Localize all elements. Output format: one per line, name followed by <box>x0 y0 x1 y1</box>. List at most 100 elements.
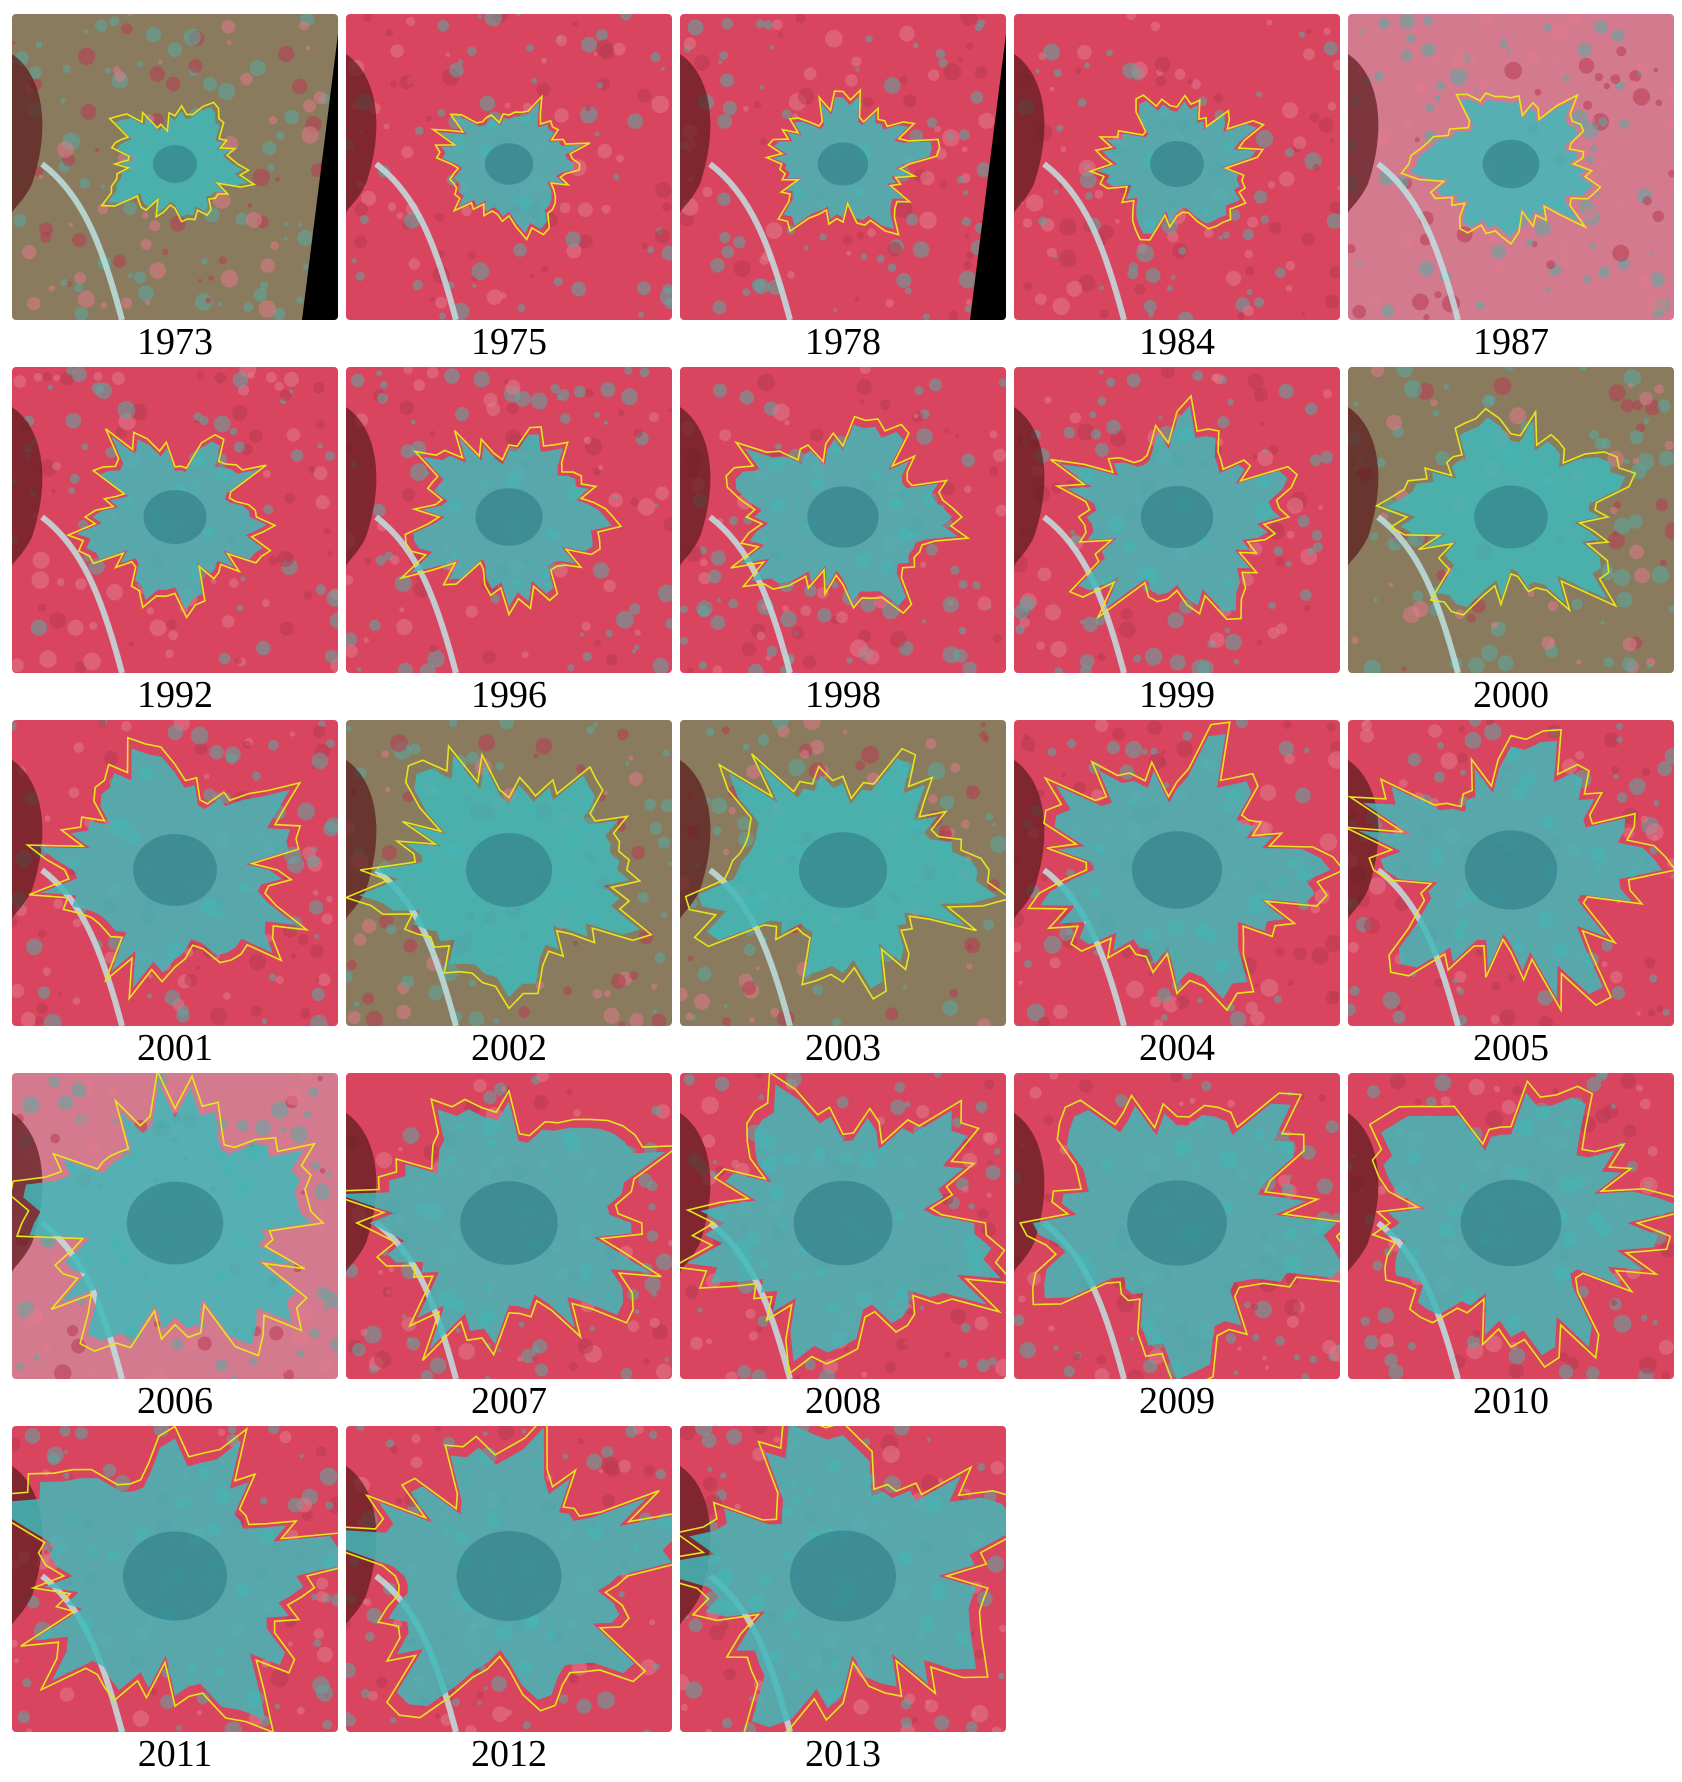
river <box>1376 161 1461 320</box>
texture-dot <box>1433 978 1444 988</box>
texture-dot <box>1245 266 1255 276</box>
texture-dot <box>1080 664 1092 673</box>
texture-dot <box>504 102 511 109</box>
texture-dot <box>1023 281 1033 291</box>
texture-dot <box>121 23 133 35</box>
texture-dot <box>365 1011 383 1026</box>
texture-dot <box>184 973 198 987</box>
texture-dot <box>721 1718 733 1729</box>
texture-dot <box>1576 659 1582 665</box>
texture-dot <box>437 108 446 117</box>
texture-dot <box>448 720 458 728</box>
texture-dot <box>1619 1073 1637 1089</box>
satellite-image <box>346 1426 672 1732</box>
texture-dot <box>319 1151 324 1156</box>
texture-dot <box>1661 1371 1671 1379</box>
texture-dot <box>210 578 217 584</box>
texture-dot <box>970 1631 975 1636</box>
texture-dot <box>1607 532 1625 550</box>
texture-dot <box>311 987 325 1001</box>
texture-dot <box>360 1328 368 1336</box>
texture-dot <box>486 402 501 416</box>
texture-dot <box>974 23 983 32</box>
texture-dot <box>687 19 704 36</box>
texture-dot <box>579 632 584 637</box>
texture-dot <box>536 1073 549 1083</box>
texture-dot <box>637 281 651 296</box>
texture-dot <box>1301 312 1306 317</box>
texture-dot <box>424 470 430 476</box>
texture-dot <box>731 1159 740 1169</box>
texture-dot <box>38 174 44 179</box>
texture-dot <box>232 405 248 421</box>
texture-dot <box>612 42 626 56</box>
texture-dot <box>603 1007 620 1024</box>
texture-dot <box>1497 655 1514 671</box>
texture-dot <box>763 20 773 30</box>
texture-dot <box>395 1497 403 1505</box>
texture-dot <box>398 1146 403 1152</box>
texture-dot <box>1464 732 1482 749</box>
texture-dot <box>34 1016 44 1025</box>
texture-dot <box>1150 747 1158 756</box>
texture-dot <box>1324 934 1340 953</box>
texture-dot <box>629 971 639 980</box>
texture-dot <box>309 1328 320 1339</box>
texture-dot <box>1278 383 1294 399</box>
texture-dot <box>1485 720 1494 726</box>
texture-dot <box>1348 244 1356 254</box>
texture-dot <box>1364 1335 1379 1350</box>
texture-dot <box>1098 369 1104 375</box>
texture-dot <box>925 738 937 749</box>
city-core <box>793 1180 893 1266</box>
texture-dot <box>331 1593 338 1607</box>
texture-dot <box>1608 384 1626 402</box>
texture-dot <box>1307 547 1315 555</box>
texture-dot <box>992 822 997 827</box>
texture-dot <box>382 1286 393 1298</box>
urban-boundary-line <box>725 415 971 615</box>
texture-dot <box>413 379 426 391</box>
texture-dot <box>1278 740 1294 757</box>
texture-dot <box>759 255 770 265</box>
river <box>374 867 459 1026</box>
texture-dot <box>315 1684 333 1702</box>
texture-dot <box>842 729 848 735</box>
texture-dot <box>419 663 436 673</box>
texture-dot <box>286 1529 299 1542</box>
texture-dot <box>1407 752 1422 767</box>
texture-dot <box>1244 249 1253 259</box>
texture-dot <box>1641 1314 1648 1321</box>
year-label: 2009 <box>1139 1380 1215 1422</box>
texture-dot <box>631 648 637 654</box>
texture-dot <box>1475 300 1485 310</box>
texture-dot <box>1629 544 1644 560</box>
texture-dot <box>728 516 738 526</box>
year-label: 1992 <box>137 674 213 716</box>
city-core <box>807 486 879 548</box>
texture-dot <box>643 1142 657 1156</box>
texture-dot <box>625 761 630 766</box>
texture-dot <box>1316 1178 1333 1195</box>
texture-dot <box>203 773 210 780</box>
texture-dot <box>720 73 734 88</box>
texture-dot <box>47 1452 60 1466</box>
texture-dot <box>1036 641 1045 651</box>
texture-dot <box>797 87 815 105</box>
texture-dot <box>1303 48 1315 61</box>
texture-dot <box>802 655 817 669</box>
texture-dot <box>1425 103 1435 112</box>
texture-dot <box>708 1510 713 1516</box>
year-label: 2007 <box>471 1380 547 1422</box>
texture-dot <box>63 1472 70 1479</box>
texture-dot <box>748 1331 758 1341</box>
texture-dot <box>1382 285 1387 290</box>
texture-dot <box>1097 396 1107 406</box>
texture-dot <box>1242 228 1254 241</box>
texture-dot <box>998 378 1006 387</box>
texture-dot <box>1286 1315 1299 1328</box>
texture-dot <box>1370 532 1379 541</box>
texture-dot <box>1509 407 1527 425</box>
urban-boundary-line <box>398 426 623 617</box>
texture-dot <box>1449 67 1468 86</box>
